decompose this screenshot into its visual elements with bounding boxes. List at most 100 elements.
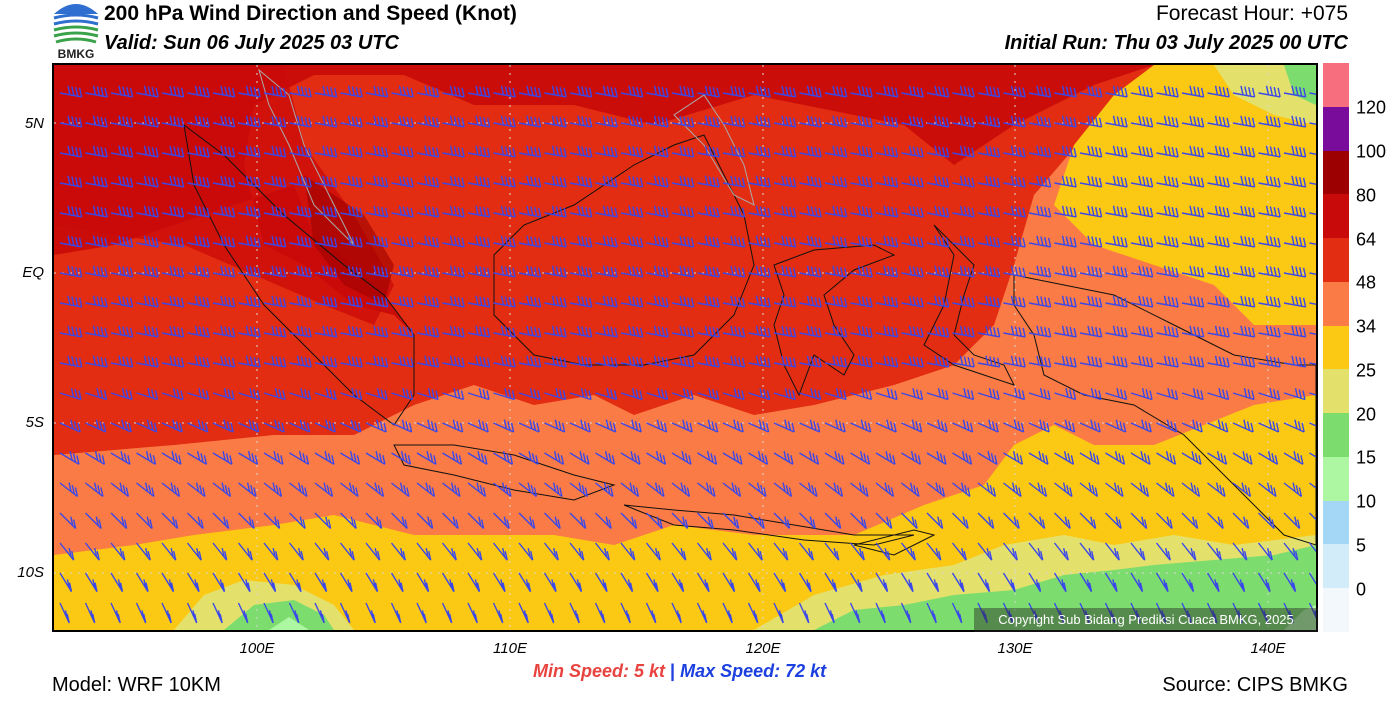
wind-barb <box>416 265 440 278</box>
wind-barb <box>59 602 70 624</box>
wind-barb <box>1308 572 1316 585</box>
wind-barb <box>136 388 159 401</box>
wind-barb <box>900 542 916 561</box>
wind-barb <box>110 388 133 401</box>
wind-barb <box>569 205 593 218</box>
wind-barb <box>85 205 108 218</box>
wind-barb <box>1028 175 1052 188</box>
wind-barb <box>110 145 134 158</box>
wind-barb <box>85 355 108 368</box>
wind-barb <box>314 419 336 433</box>
wind-barb <box>1079 145 1103 158</box>
wind-barb <box>697 325 720 338</box>
wind-barb <box>977 572 991 593</box>
wind-barb <box>340 295 363 308</box>
wind-barb <box>136 451 157 465</box>
wind-barb <box>773 602 784 624</box>
wind-barb <box>442 482 461 498</box>
wind-barb <box>1232 325 1256 338</box>
wind-barb <box>1054 85 1077 98</box>
wind-barb <box>1054 325 1077 338</box>
wind-barb <box>110 512 128 529</box>
wind-barb <box>824 542 840 561</box>
wind-barb <box>187 325 210 338</box>
wind-barb <box>289 355 312 368</box>
colorbar-label: 20 <box>1356 404 1377 425</box>
colorbar-label: 100 <box>1356 141 1387 162</box>
wind-barb <box>1105 85 1128 98</box>
new-guinea-coast <box>1013 274 1316 546</box>
wind-barb <box>544 235 567 248</box>
wind-barb <box>926 572 940 593</box>
wind-barb <box>1003 482 1022 498</box>
wind-barb <box>773 512 791 529</box>
wind-barb <box>314 205 338 218</box>
wind-barb <box>977 295 1001 308</box>
wind-barb <box>1207 85 1230 98</box>
wind-barb <box>263 235 287 248</box>
wind-barb <box>442 325 465 338</box>
wind-barb <box>671 145 695 158</box>
wind-barb <box>492 572 506 593</box>
wind-barb <box>135 602 147 624</box>
wind-barb <box>977 115 1001 128</box>
wind-barb <box>1156 482 1175 498</box>
wind-barb <box>1283 482 1303 498</box>
wind-barb <box>1232 388 1255 401</box>
wind-barb <box>952 419 974 433</box>
min-speed: Min Speed: 5 kt <box>533 661 666 681</box>
wind-barb <box>1003 205 1026 218</box>
wind-barb <box>594 572 608 593</box>
wind-barb <box>645 572 659 593</box>
wind-barb <box>875 265 899 278</box>
wind-barb <box>339 602 351 624</box>
wind-barb <box>824 355 848 368</box>
wind-barb <box>1258 355 1281 368</box>
wind-barb <box>595 265 618 278</box>
wind-barb <box>110 235 134 248</box>
wind-barb <box>671 451 692 465</box>
wind-barb <box>1283 419 1305 433</box>
wind-barb <box>850 451 871 465</box>
wind-barb <box>1156 419 1178 433</box>
wind-barb <box>365 572 379 593</box>
wind-barb <box>186 602 198 624</box>
wind-barb <box>365 205 389 218</box>
wind-barb <box>901 145 924 158</box>
wind-barb <box>1079 482 1099 498</box>
wind-barb <box>416 482 436 498</box>
wind-barb <box>161 145 185 158</box>
wind-barb <box>773 145 797 158</box>
wind-barb <box>646 175 669 188</box>
wind-barb <box>1130 265 1154 278</box>
wind-barb <box>314 265 338 278</box>
wind-barb <box>518 388 541 401</box>
wind-barb <box>365 355 389 368</box>
wind-barb <box>1155 602 1167 624</box>
wind-barb <box>442 235 465 248</box>
wind-barb <box>1207 175 1230 188</box>
wind-barb <box>697 388 720 401</box>
wind-barb <box>799 295 822 308</box>
wind-barb <box>697 482 716 498</box>
wind-barb <box>314 512 332 529</box>
wind-barb <box>722 482 742 498</box>
wind-barb <box>544 451 565 465</box>
wind-barb <box>977 602 988 624</box>
wind-barb <box>1181 512 1199 529</box>
wind-barb <box>187 482 206 498</box>
wind-barb <box>569 388 592 401</box>
wind-barb <box>518 145 542 158</box>
wind-barb <box>773 205 797 218</box>
wind-barb <box>773 295 797 308</box>
wind-barb <box>1003 235 1026 248</box>
wind-barb <box>697 205 720 218</box>
wind-barb <box>1002 602 1014 624</box>
wind-barb <box>747 542 763 561</box>
wind-barb <box>1156 265 1179 278</box>
wind-barb <box>722 265 746 278</box>
wind-barb <box>1258 419 1280 433</box>
wind-barb <box>1130 205 1154 218</box>
wind-barb <box>620 175 644 188</box>
wind-barb <box>1206 572 1220 593</box>
